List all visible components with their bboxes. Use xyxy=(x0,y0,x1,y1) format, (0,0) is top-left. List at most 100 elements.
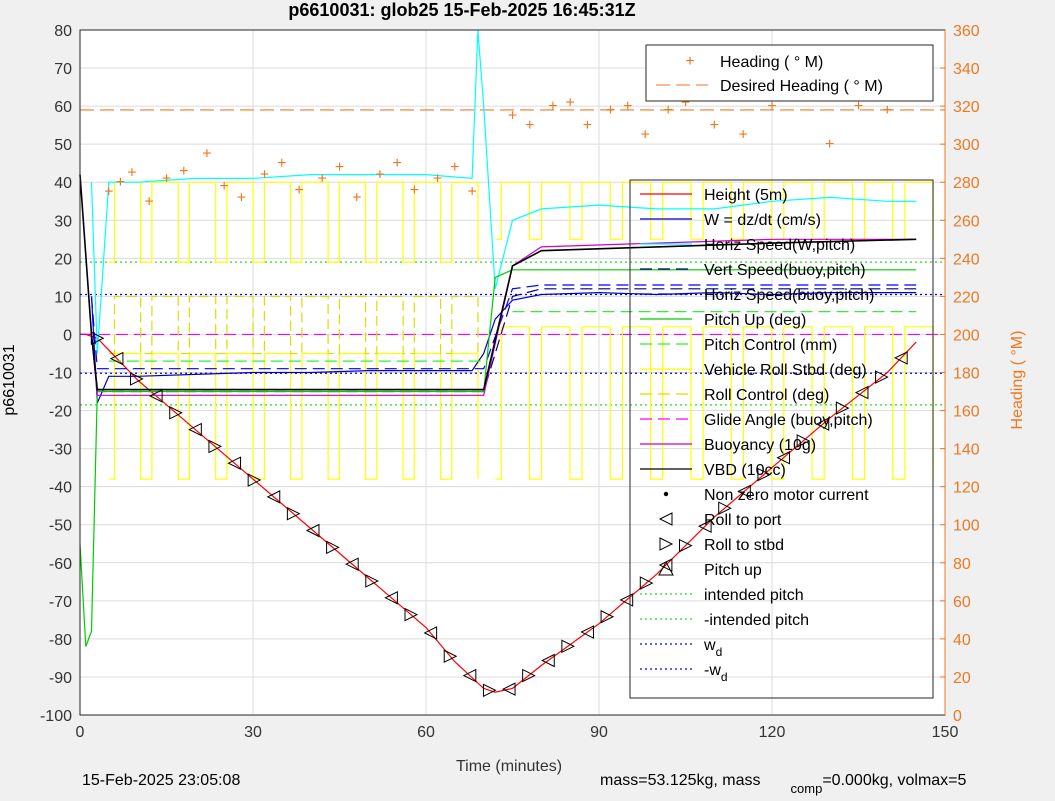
legend-dot-marker xyxy=(663,491,669,497)
heading-point: + xyxy=(525,117,534,134)
y-tick-label: -70 xyxy=(49,594,72,611)
y-tick-label: 50 xyxy=(54,137,72,154)
series-horiz-speed-buoy-pitch xyxy=(90,284,917,370)
y2-tick-label: 160 xyxy=(953,404,980,421)
y-tick-label: -30 xyxy=(49,442,72,459)
y-tick-label: 20 xyxy=(54,251,72,268)
roll-series-lower2 xyxy=(495,326,934,480)
legend-label: Glide Angle (buoy,pitch) xyxy=(704,412,873,429)
chart-title: p6610031: glob25 15-Feb-2025 16:45:31Z xyxy=(288,0,635,20)
heading-point: + xyxy=(392,155,401,172)
footer-timestamp: 15-Feb-2025 23:05:08 xyxy=(82,772,240,790)
heading-point: + xyxy=(664,102,673,119)
heading-point: + xyxy=(767,98,776,115)
heading-point: + xyxy=(548,98,557,115)
roll-port-marker xyxy=(619,593,634,607)
roll-port-marker xyxy=(462,668,477,683)
x-tick-label: 150 xyxy=(932,724,959,741)
legend-label: Pitch Control (mm) xyxy=(704,337,837,354)
y-tick-label: -60 xyxy=(49,556,72,573)
roll-port-marker xyxy=(894,351,908,365)
legend-label: Buoyancy (10g) xyxy=(704,437,816,454)
series-vbd-10cc xyxy=(79,174,917,391)
roll-port-marker xyxy=(188,422,202,437)
heading-point: + xyxy=(294,182,303,199)
heading-point: + xyxy=(104,184,113,201)
x-tick-label: 0 xyxy=(76,724,85,741)
roll-stbd-marker xyxy=(522,668,536,683)
y-axis-label: p6610031 xyxy=(1,344,18,415)
y-tick-label: -40 xyxy=(49,480,72,497)
mass-text: mass=53.125kg, mass xyxy=(600,772,761,789)
legend-up-marker xyxy=(658,560,674,576)
legend-label: Pitch up xyxy=(704,562,762,579)
legend-label: Vert Speed(buoy,pitch) xyxy=(704,262,866,279)
series-height-5m xyxy=(80,333,917,693)
heading-point: + xyxy=(219,178,228,195)
heading-point: + xyxy=(145,193,154,210)
heading-point: + xyxy=(738,127,747,144)
roll-stbd-marker xyxy=(130,372,144,386)
heading-point: + xyxy=(854,98,863,115)
roll-stbd-marker xyxy=(286,506,301,521)
heading-point: + xyxy=(681,94,690,111)
legend-label: Roll to port xyxy=(704,512,782,529)
y-tick-label: -80 xyxy=(49,632,72,649)
heading-point: + xyxy=(237,189,246,206)
series-layer: +++++++++++++++++++++++++++++++++++++++ xyxy=(79,29,945,698)
y2-tick-label: 200 xyxy=(953,327,980,344)
roll-stbd-marker xyxy=(561,639,575,654)
heading-legend-box xyxy=(645,44,934,102)
heading-point: + xyxy=(710,117,719,134)
heading-legend-label: Desired Heading ( ° M) xyxy=(720,78,883,95)
legend-label: Roll to stbd xyxy=(704,537,784,554)
legend-label: Roll Control (deg) xyxy=(704,387,829,404)
heading-point: + xyxy=(162,170,171,187)
roll-port-marker xyxy=(305,523,320,538)
y2-tick-label: 20 xyxy=(953,670,971,687)
roll-stbd-marker xyxy=(875,370,889,384)
y2-tick-label: 0 xyxy=(953,708,962,725)
heading-point: + xyxy=(410,182,419,199)
y-tick-label: -50 xyxy=(49,518,72,535)
roll-port-marker xyxy=(697,519,712,534)
heading-point: + xyxy=(179,163,188,180)
series-horiz-speed-w-pitch xyxy=(90,29,917,354)
roll-port-marker xyxy=(149,389,163,403)
footer-mass: mass=53.125kg, mass comp=0.000kg, volmax=… xyxy=(600,772,966,796)
legend-subscript: d xyxy=(721,670,728,684)
legend-label: Pitch Up (deg) xyxy=(704,312,806,329)
y2-tick-label: 180 xyxy=(953,366,980,383)
y-tick-label: -90 xyxy=(49,670,72,687)
roll-stbd-marker xyxy=(169,405,183,420)
y-tick-label: 80 xyxy=(54,23,72,40)
roll-stbd-marker xyxy=(326,540,340,555)
roll-port-marker xyxy=(737,484,751,499)
y-tick-label: -100 xyxy=(40,708,72,725)
y2-tick-label: 240 xyxy=(953,251,980,268)
timestamp-text: 15-Feb-2025 23:05:08 xyxy=(82,772,241,789)
heading-point: + xyxy=(623,98,632,115)
y-tick-label: 0 xyxy=(63,327,72,344)
heading-legend-marker: + xyxy=(685,53,694,70)
roll-port-marker xyxy=(815,417,830,431)
legend-label: W = dz/dt (cm/s) xyxy=(704,212,821,229)
x-tick-label: 30 xyxy=(244,724,262,741)
y2-tick-label: 220 xyxy=(953,289,980,306)
y2-tick-label: 80 xyxy=(953,556,971,573)
roll-stbd-marker xyxy=(757,467,772,482)
roll-port-marker xyxy=(854,385,869,400)
heading-point: + xyxy=(450,159,459,176)
x-axis-label: Time (minutes) xyxy=(456,758,562,775)
heading-point: + xyxy=(318,170,327,187)
heading-point: + xyxy=(583,117,592,134)
roll-stbd-marker xyxy=(835,401,850,415)
x-tick-label: 90 xyxy=(590,724,608,741)
y-tick-label: 70 xyxy=(54,61,72,78)
roll-port-marker xyxy=(109,351,124,366)
roll-stbd-marker xyxy=(247,473,262,487)
heading-point: + xyxy=(116,174,125,191)
y2-tick-label: 360 xyxy=(953,23,980,40)
heading-point: + xyxy=(375,167,384,184)
legend-label: Non zero motor current xyxy=(704,487,869,504)
